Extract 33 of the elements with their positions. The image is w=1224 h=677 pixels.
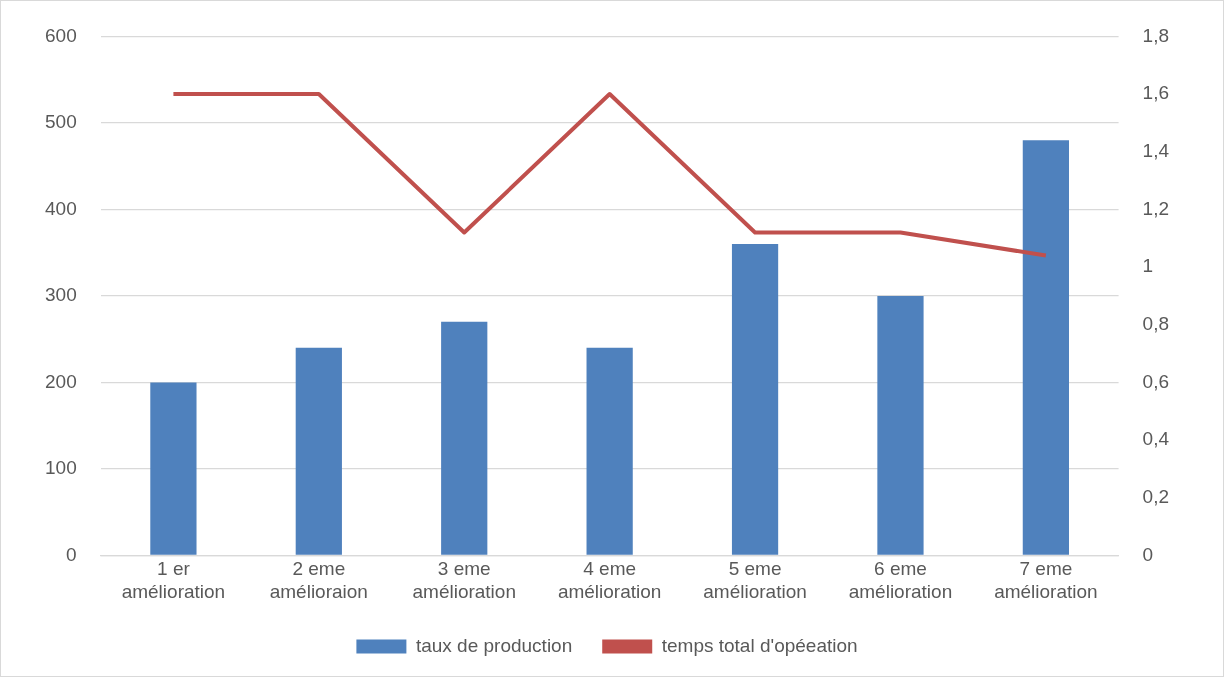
y-tick-label: 0 bbox=[66, 543, 77, 565]
y-tick-label: 400 bbox=[45, 197, 77, 219]
y2-tick-label: 1,4 bbox=[1142, 139, 1170, 161]
x-tick-label: 4 eme amélioration bbox=[557, 558, 662, 602]
x-tick-label: 1 er amélioration bbox=[121, 558, 226, 602]
y-tick-label: 300 bbox=[45, 284, 77, 306]
y2-tick-label: 0,4 bbox=[1142, 428, 1170, 450]
x-tick-label: 5 eme amélioration bbox=[703, 558, 807, 602]
bar bbox=[295, 347, 342, 555]
y-tick-label: 600 bbox=[45, 24, 77, 46]
bar bbox=[731, 244, 779, 555]
y2-tick-label: 1 bbox=[1142, 255, 1154, 277]
legend-label: temps total d'opéeation bbox=[661, 634, 858, 656]
bar bbox=[441, 321, 488, 555]
x-tick-label: 7 eme amélioration bbox=[994, 558, 1098, 602]
y-tick-label: 200 bbox=[45, 370, 77, 392]
x-tick-label: 2 eme amélioraion bbox=[269, 558, 368, 602]
y2-tick-label: 0,8 bbox=[1142, 312, 1170, 334]
y2-tick-label: 0,6 bbox=[1142, 370, 1170, 392]
y2-tick-label: 1,8 bbox=[1142, 24, 1170, 46]
bar bbox=[586, 347, 633, 555]
x-tick-label: 3 eme amélioration bbox=[412, 558, 516, 602]
y-tick-label: 100 bbox=[45, 457, 77, 479]
legend-label: taux de production bbox=[415, 634, 573, 656]
y2-tick-label: 0 bbox=[1142, 543, 1154, 565]
bar bbox=[150, 382, 197, 555]
bar bbox=[1022, 140, 1069, 555]
y2-tick-label: 0,2 bbox=[1142, 485, 1170, 507]
y2-tick-label: 1,2 bbox=[1142, 197, 1170, 219]
x-tick-label: 6 eme amélioration bbox=[848, 558, 953, 602]
y-tick-label: 500 bbox=[45, 111, 77, 133]
y2-tick-label: 1,6 bbox=[1142, 82, 1170, 104]
bar bbox=[877, 295, 924, 555]
